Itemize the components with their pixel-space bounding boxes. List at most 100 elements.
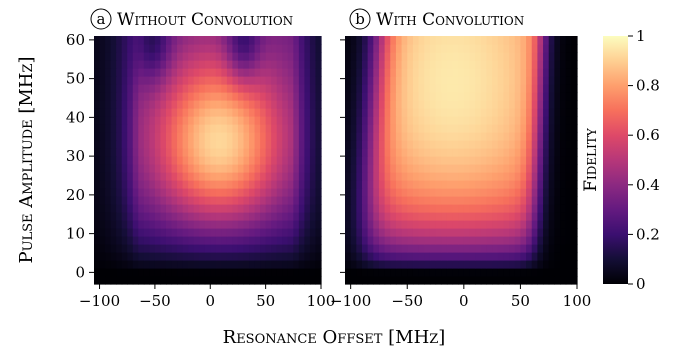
heatmap-b-cell xyxy=(486,244,493,253)
heatmap-a-cell xyxy=(99,100,106,109)
heatmap-a-cell xyxy=(210,164,217,173)
heatmap-b-cell xyxy=(480,108,488,117)
heatmap-b-cell xyxy=(543,36,550,45)
heatmap-a-cell xyxy=(309,148,317,157)
heatmap-a-cell xyxy=(304,268,311,277)
heatmap-b-cell xyxy=(367,244,374,253)
heatmap-b-cell xyxy=(446,124,454,133)
heatmap-b-cell xyxy=(571,220,578,229)
heatmap-a-cell xyxy=(298,124,305,133)
heatmap-a-cell xyxy=(116,260,123,269)
heatmap-b-cell xyxy=(390,188,397,197)
heatmap-b-cell xyxy=(458,84,465,93)
heatmap-a-cell xyxy=(237,204,245,213)
heatmap-b-cell xyxy=(531,60,538,69)
heatmap-b-cell xyxy=(543,60,550,69)
heatmap-b-cell xyxy=(418,132,425,141)
heatmap-a-cell xyxy=(105,92,112,101)
heatmap-b-cell xyxy=(514,108,522,117)
heatmap-a-cell xyxy=(243,196,250,205)
heatmap-a-cell xyxy=(293,236,300,245)
heatmap-b-cell xyxy=(486,76,493,85)
heatmap-a-cell xyxy=(304,108,311,117)
heatmap-b-cell xyxy=(526,100,533,109)
heatmap-a-cell xyxy=(243,212,250,221)
heatmap-a-cell xyxy=(143,252,150,261)
heatmap-b-cell xyxy=(480,204,488,213)
heatmap-b-cell xyxy=(441,60,448,69)
heatmap-b-cell xyxy=(548,44,555,53)
heatmap-b-cell xyxy=(345,260,352,269)
heatmap-b-cell xyxy=(537,60,544,69)
heatmap-a-cell xyxy=(237,180,245,189)
heatmap-a-cell xyxy=(298,60,305,69)
heatmap-a-cell xyxy=(293,156,300,165)
heatmap-a-cell xyxy=(165,204,173,213)
heatmap-a-cell xyxy=(276,100,283,109)
heatmap-a-cell xyxy=(260,36,267,45)
heatmap-b-cell xyxy=(458,148,465,157)
heatmap-b-cell xyxy=(480,84,488,93)
heatmap-b-cell xyxy=(531,164,538,173)
heatmap-a-cell xyxy=(315,148,322,157)
heatmap-a-cell xyxy=(160,44,167,53)
heatmap-a-cell xyxy=(293,260,300,269)
heatmap-b-cell xyxy=(543,92,550,101)
heatmap-a-cell xyxy=(237,100,245,109)
heatmap-a-cell xyxy=(293,244,300,253)
heatmap-a-cell xyxy=(127,140,134,149)
heatmap-b-cell xyxy=(452,92,459,101)
heatmap-b-cell xyxy=(548,156,555,165)
heatmap-a-cell xyxy=(116,236,123,245)
heatmap-b-cell xyxy=(390,180,397,189)
heatmap-b-cell xyxy=(526,164,533,173)
heatmap-a-cell xyxy=(287,188,294,197)
heatmap-b-cell xyxy=(458,124,465,133)
heatmap-b-cell xyxy=(390,212,397,221)
heatmap-b-cell xyxy=(458,68,465,77)
heatmap-b-cell xyxy=(486,44,493,53)
heatmap-a-cell xyxy=(165,212,173,221)
heatmap-b-cell xyxy=(345,188,352,197)
heatmap-a-cell xyxy=(132,100,139,109)
heatmap-b-cell xyxy=(480,164,488,173)
heatmap-b-cell xyxy=(497,148,505,157)
heatmap-a-cell xyxy=(243,276,250,285)
heatmap-b-cell xyxy=(480,92,488,101)
heatmap-a-cell xyxy=(94,116,101,125)
heatmap-b-cell xyxy=(514,156,522,165)
heatmap-b-cell xyxy=(429,268,437,277)
heatmap-a-cell xyxy=(276,148,283,157)
heatmap-b-cell xyxy=(492,44,499,53)
heatmap-b-cell xyxy=(356,124,363,133)
heatmap-a-cell xyxy=(127,148,134,157)
heatmap-b-cell xyxy=(378,220,386,229)
heatmap-b-cell xyxy=(554,92,561,101)
heatmap-b-cell xyxy=(384,220,391,229)
heatmap-a-cell xyxy=(199,148,206,157)
heatmap-a-cell xyxy=(149,100,156,109)
heatmap-b-cell xyxy=(531,260,538,269)
heatmap-b-cell xyxy=(373,140,380,149)
heatmap-a-cell xyxy=(309,276,317,285)
heatmap-a-cell xyxy=(304,260,311,269)
heatmap-a-cell xyxy=(138,260,145,269)
heatmap-b-cell xyxy=(480,268,488,277)
heatmap-b-cell xyxy=(395,44,403,53)
heatmap-b-cell xyxy=(424,268,431,277)
heatmap-a-cell xyxy=(188,92,195,101)
heatmap-a-cell xyxy=(143,156,150,165)
heatmap-b-cell xyxy=(384,212,391,221)
heatmap-a-cell xyxy=(165,252,173,261)
heatmap-b-cell xyxy=(565,156,572,165)
heatmap-a-cell xyxy=(287,244,294,253)
heatmap-a-cell xyxy=(182,116,189,125)
heatmap-b-cell xyxy=(560,108,567,117)
heatmap-b-cell xyxy=(452,44,459,53)
heatmap-a-cell xyxy=(249,260,256,269)
heatmap-b-cells xyxy=(345,36,578,285)
heatmap-b-cell xyxy=(560,132,567,141)
heatmap-a-cell xyxy=(116,68,123,77)
heatmap-b-cell xyxy=(345,132,352,141)
heatmap-b-cell xyxy=(497,260,505,269)
